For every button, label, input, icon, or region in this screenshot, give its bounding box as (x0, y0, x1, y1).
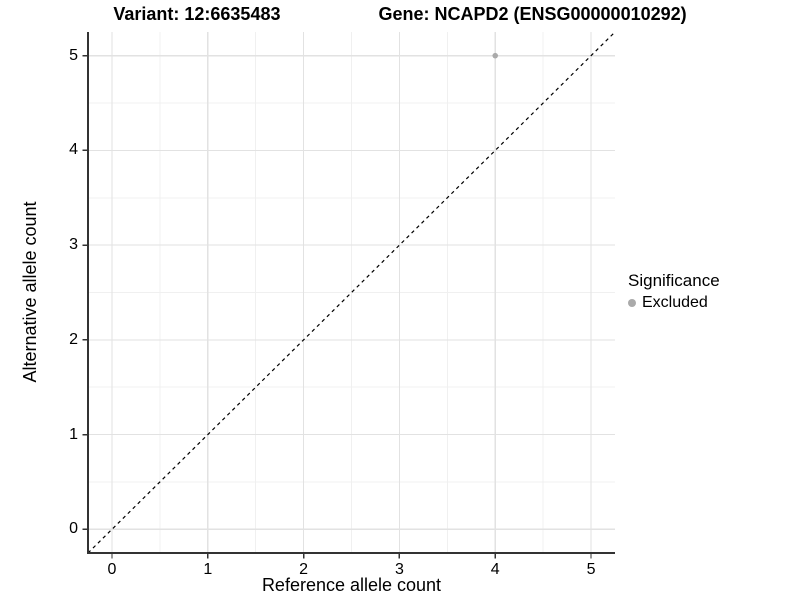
y-tick-label: 4 (69, 141, 78, 159)
x-tick-label: 3 (394, 561, 404, 578)
x-tick-label: 0 (107, 561, 117, 578)
plot-title: Variant: 12:6635483 Gene: NCAPD2 (ENSG00… (0, 3, 800, 25)
legend-title: Significance (628, 271, 720, 290)
x-tick-label: 1 (203, 561, 213, 578)
y-tick-label: 5 (69, 46, 78, 64)
data-point (492, 52, 499, 59)
y-tick-label: 3 (69, 236, 78, 254)
y-tick-label: 1 (69, 425, 78, 443)
y-tick-label: 2 (69, 330, 78, 348)
y-axis-title: Alternative allele count (20, 201, 40, 383)
variant-title: Variant: 12:6635483 (113, 4, 281, 24)
x-tick-label: 5 (586, 561, 596, 578)
x-axis-title: Reference allele count (261, 575, 442, 595)
y-tick-label: 0 (69, 520, 78, 538)
legend-item-label: Excluded (642, 294, 708, 311)
gene-title: Gene: NCAPD2 (ENSG00000010292) (378, 4, 687, 24)
legend: Significance Excluded (628, 270, 720, 313)
identity-reference-line (87, 31, 616, 554)
x-tick-label: 2 (299, 561, 309, 578)
x-tick-label: 4 (490, 561, 500, 578)
legend-point-marker-icon (628, 299, 636, 307)
legend-item-excluded: Excluded (628, 293, 720, 313)
